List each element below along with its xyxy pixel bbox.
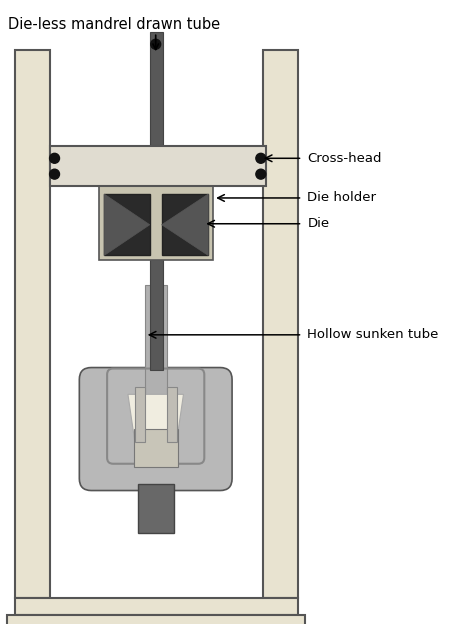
Text: Die-less mandrel drawn tube: Die-less mandrel drawn tube [8,18,220,33]
Polygon shape [162,194,208,255]
Bar [263,50,298,598]
Bar [138,483,173,533]
Bar [7,616,305,627]
Bar [150,33,163,369]
Text: Die holder: Die holder [308,191,376,204]
Bar [145,285,167,429]
Circle shape [256,169,266,179]
Circle shape [151,40,161,49]
Bar [15,598,298,616]
Circle shape [256,154,266,163]
Bar [50,146,266,186]
Bar [135,387,145,442]
Bar [134,429,178,466]
Polygon shape [104,194,150,255]
Circle shape [50,169,60,179]
Text: Hollow sunken tube: Hollow sunken tube [308,329,439,341]
Circle shape [50,154,60,163]
FancyBboxPatch shape [79,367,232,490]
Polygon shape [128,394,183,449]
Bar [99,186,213,260]
Text: Die: Die [308,217,329,230]
Text: Cross-head: Cross-head [308,152,382,165]
Bar [15,50,50,598]
Polygon shape [104,194,150,255]
Bar [167,387,176,442]
Polygon shape [162,194,208,255]
